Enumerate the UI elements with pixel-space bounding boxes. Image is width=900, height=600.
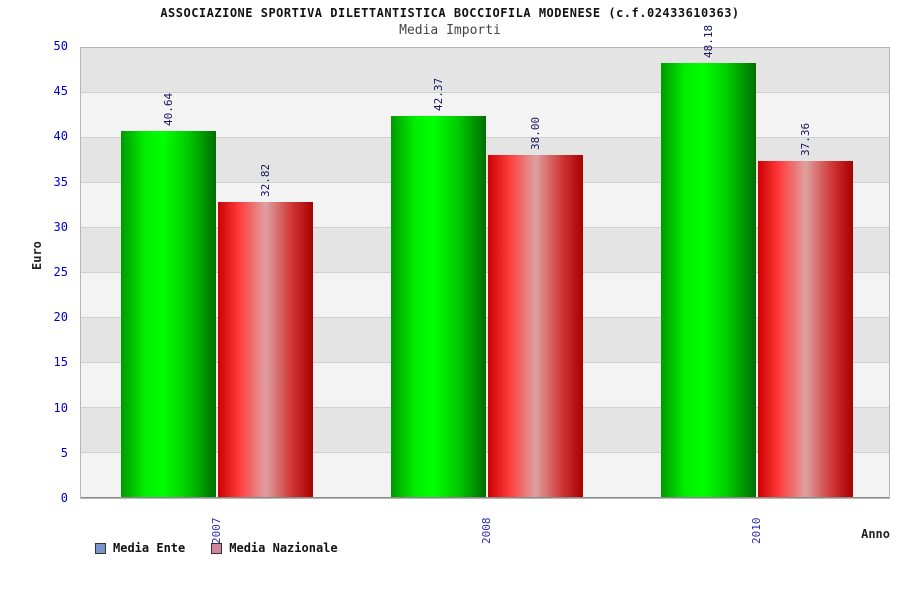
- gridline: [81, 92, 889, 93]
- y-tick-label-40: 40: [53, 129, 68, 144]
- y-tick-label-0: 0: [60, 491, 68, 505]
- legend-item-media-nazionale: Media Nazionale: [211, 541, 338, 555]
- bar-value-label: 38.00: [528, 116, 542, 150]
- y-tick-label-15: 15: [53, 355, 68, 370]
- legend-swatch-media-ente-icon: [95, 542, 106, 554]
- plot-band: [81, 48, 889, 93]
- y-tick-label-5: 5: [60, 445, 68, 460]
- legend: Media Ente Media Nazionale: [95, 541, 338, 555]
- bar-value-label: 48.18: [701, 25, 715, 59]
- legend-label-media-ente: Media Ente: [113, 541, 186, 555]
- x-tick-label-2010: 2010: [750, 517, 763, 545]
- bar-media-ente-2007: [121, 131, 216, 497]
- y-tick-label-10: 10: [53, 400, 68, 415]
- y-tick-label-20: 20: [53, 310, 68, 325]
- chart-title: ASSOCIAZIONE SPORTIVA DILETTANTISTICA BO…: [160, 6, 740, 20]
- legend-label-media-nazionale: Media Nazionale: [229, 541, 338, 555]
- plot-area: 40.64 32.82 2007 42.37 38.00 2008 48.18 37.36 20…: [80, 25, 890, 544]
- bar-media-ente-2010: [661, 63, 756, 497]
- chart-subtitle: Media Importi: [399, 23, 501, 38]
- bar-media-nazionale-2010: [758, 160, 853, 497]
- y-axis-title: Euro: [30, 241, 44, 270]
- bar-value-label: 32.82: [258, 163, 272, 197]
- y-axis-ticks: 0 5 10 15 20 25 30 35 40 45 50: [0, 39, 74, 505]
- x-axis-title: Anno: [861, 527, 890, 541]
- bar-value-label: 42.37: [431, 77, 445, 111]
- bar-media-nazionale-2007: [218, 201, 313, 497]
- x-tick-label-2008: 2008: [480, 517, 493, 545]
- y-tick-label-50: 50: [53, 39, 68, 53]
- legend-swatch-media-nazionale-icon: [211, 542, 223, 554]
- x-axis-line: [81, 497, 889, 498]
- bar-media-nazionale-2008: [488, 155, 583, 497]
- y-tick-label-30: 30: [53, 219, 68, 234]
- y-tick-label-45: 45: [53, 84, 68, 99]
- bar-media-ente-2008: [391, 115, 486, 497]
- bar-value-label: 40.64: [161, 93, 175, 127]
- legend-item-media-ente: Media Ente: [95, 541, 185, 555]
- bar-value-label: 37.36: [798, 122, 812, 156]
- y-tick-label-25: 25: [53, 265, 68, 279]
- y-tick-label-35: 35: [53, 174, 68, 189]
